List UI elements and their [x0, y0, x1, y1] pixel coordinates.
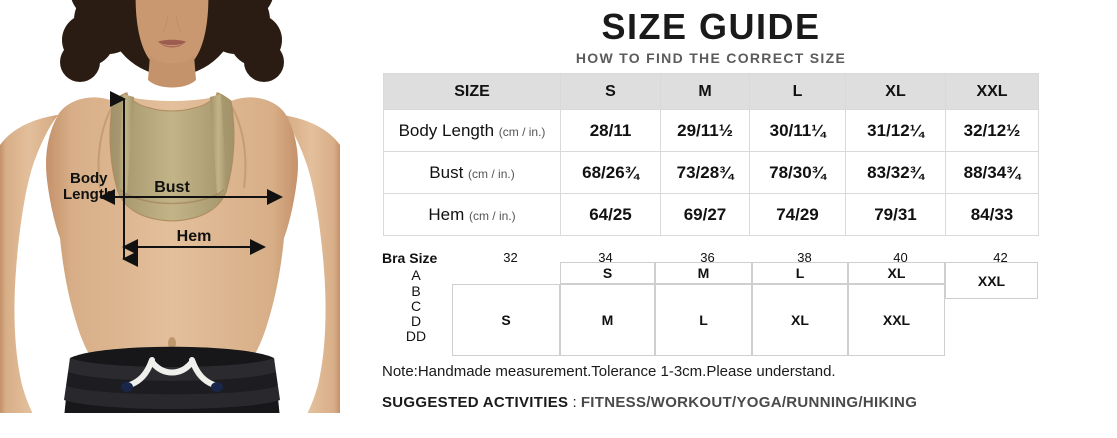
svg-text:Bust: Bust	[154, 179, 190, 196]
svg-text:Hem: Hem	[177, 228, 212, 245]
svg-text:Length: Length	[63, 186, 113, 203]
svg-text:Body: Body	[70, 170, 108, 187]
